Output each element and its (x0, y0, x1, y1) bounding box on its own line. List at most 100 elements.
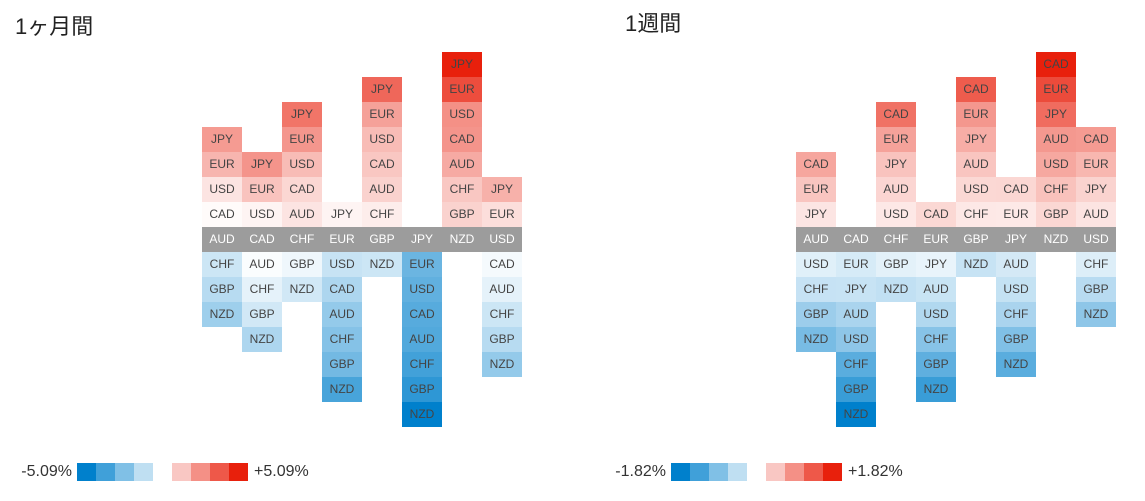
heatmap-cell-jpy-usd: USD (402, 277, 442, 302)
chart-panel-1-week: 1週間 AUD JPY EUR CAD USD CHF GBP NZD CAD EUR JPY AUD… (594, 0, 1145, 501)
heatmap-cell-jpy-nzd: NZD (402, 402, 442, 427)
heatmap-cell-nzd-aud: AUD (1036, 127, 1076, 152)
heatmap-cell-aud-gbp: GBP (202, 277, 242, 302)
heatmap-cell-jpy-eur: EUR (402, 252, 442, 277)
heatmap-cell-cad-nzd: NZD (242, 327, 282, 352)
heatmap-cell-usd-aud: AUD (482, 277, 522, 302)
column-gbp: GBP CHF AUD CAD USD EUR JPY NZD (362, 0, 402, 440)
heatmap-cell-chf-jpy: JPY (282, 102, 322, 127)
base-cell-jpy: JPY (402, 227, 442, 252)
heatmap-cell-jpy-eur: EUR (996, 202, 1036, 227)
heatmap-cell-nzd-gbp: GBP (442, 202, 482, 227)
base-cell-nzd: NZD (1036, 227, 1076, 252)
base-cell-nzd: NZD (442, 227, 482, 252)
heatmap-cell-gbp-eur: EUR (362, 102, 402, 127)
heatmap-cell-usd-chf: CHF (482, 302, 522, 327)
heatmap-cell-nzd-chf: CHF (442, 177, 482, 202)
column-chf: CHF AUD CAD USD EUR JPY GBP NZD (282, 0, 322, 440)
legend-swatch (191, 463, 210, 481)
legend-swatch (77, 463, 96, 481)
legend-swatch (134, 463, 153, 481)
column-gbp: GBP CHF USD AUD JPY EUR CAD NZD (956, 0, 996, 440)
heatmap-cell-cad-jpy: JPY (836, 277, 876, 302)
heatmap-cell-aud-nzd: NZD (202, 302, 242, 327)
legend-negative-swatches (671, 463, 747, 481)
heatmap-cell-jpy-gbp: GBP (402, 377, 442, 402)
heatmap-cell-aud-cad: CAD (202, 202, 242, 227)
column-chf: CHF USD AUD JPY EUR CAD GBP NZD (876, 0, 916, 440)
heatmap-cell-usd-gbp: GBP (482, 327, 522, 352)
heatmap-cell-gbp-jpy: JPY (362, 77, 402, 102)
heatmap-cell-chf-gbp: GBP (282, 252, 322, 277)
base-cell-aud: AUD (202, 227, 242, 252)
heatmap-cell-nzd-eur: EUR (442, 77, 482, 102)
heatmap-cell-jpy-aud: AUD (996, 252, 1036, 277)
heatmap-cell-jpy-nzd: NZD (996, 352, 1036, 377)
base-cell-eur: EUR (916, 227, 956, 252)
chart-panel-1-month: 1ヶ月間 AUD CAD USD EUR JPY CHF GBP NZD CAD USD EUR JP… (0, 0, 551, 501)
legend-swatch (671, 463, 690, 481)
heatmap-cell-cad-aud: AUD (242, 252, 282, 277)
legend-negative-swatches (77, 463, 153, 481)
heatmap-cell-chf-usd: USD (876, 202, 916, 227)
heatmap-cell-gbp-nzd: NZD (956, 252, 996, 277)
heatmap-cell-jpy-chf: CHF (996, 302, 1036, 327)
heatmap-cell-aud-chf: CHF (796, 277, 836, 302)
heatmap-cell-usd-gbp: GBP (1076, 277, 1116, 302)
heatmap-cell-cad-chf: CHF (242, 277, 282, 302)
heatmap-cell-aud-chf: CHF (202, 252, 242, 277)
heatmap-cell-jpy-cad: CAD (402, 302, 442, 327)
column-jpy: JPY EUR CAD AUD USD CHF GBP NZD (996, 0, 1036, 440)
heatmap-cell-usd-jpy: JPY (1076, 177, 1116, 202)
heatmap-cell-gbp-usd: USD (362, 127, 402, 152)
heatmap-cell-aud-cad: CAD (796, 152, 836, 177)
column-nzd: NZD GBP CHF AUD CAD USD EUR JPY (442, 0, 482, 440)
base-cell-usd: USD (482, 227, 522, 252)
heatmap-cell-eur-gbp: GBP (916, 352, 956, 377)
heatmap-cell-nzd-chf: CHF (1036, 177, 1076, 202)
heatmap-cell-aud-usd: USD (202, 177, 242, 202)
base-cell-usd: USD (1076, 227, 1116, 252)
heatmap-cell-gbp-usd: USD (956, 177, 996, 202)
heatmap-cell-eur-nzd: NZD (322, 377, 362, 402)
heatmap-cell-gbp-cad: CAD (956, 77, 996, 102)
column-usd: USD AUD JPY EUR CAD CHF GBP NZD (1076, 0, 1116, 440)
heatmap-cell-aud-eur: EUR (202, 152, 242, 177)
heatmap-cell-usd-nzd: NZD (1076, 302, 1116, 327)
legend-positive-swatches (766, 463, 842, 481)
heatmap-cell-eur-usd: USD (322, 252, 362, 277)
heatmap-cell-chf-nzd: NZD (282, 277, 322, 302)
base-cell-chf: CHF (282, 227, 322, 252)
heatmap-cell-eur-gbp: GBP (322, 352, 362, 377)
heatmap-cell-usd-jpy: JPY (482, 177, 522, 202)
column-cad: CAD EUR JPY AUD USD CHF GBP NZD (836, 0, 876, 440)
legend-swatch (690, 463, 709, 481)
heatmap-cell-cad-usd: USD (836, 327, 876, 352)
heatmap-cell-chf-nzd: NZD (876, 277, 916, 302)
heatmap-cell-aud-gbp: GBP (796, 302, 836, 327)
heatmap-cell-chf-gbp: GBP (876, 252, 916, 277)
heatmap-cell-nzd-cad: CAD (1036, 52, 1076, 77)
base-cell-eur: EUR (322, 227, 362, 252)
heatmap-cell-chf-eur: EUR (282, 127, 322, 152)
heatmap-cell-nzd-jpy: JPY (1036, 102, 1076, 127)
legend-min-label: -5.09% (21, 463, 72, 480)
heatmap-cell-eur-usd: USD (916, 302, 956, 327)
heatmap-grid: AUD CAD USD EUR JPY CHF GBP NZD CAD USD EUR JPY AUD C… (202, 0, 522, 440)
column-nzd: NZD GBP CHF USD AUD JPY EUR CAD (1036, 0, 1076, 440)
heatmap-cell-eur-cad: CAD (916, 202, 956, 227)
heatmap-cell-usd-chf: CHF (1076, 252, 1116, 277)
heatmap-cell-nzd-aud: AUD (442, 152, 482, 177)
legend-positive-swatches (172, 463, 248, 481)
legend-swatch (115, 463, 134, 481)
column-usd: USD EUR JPY CAD AUD CHF GBP NZD (482, 0, 522, 440)
heatmap-cell-chf-aud: AUD (876, 177, 916, 202)
heatmap-cell-chf-cad: CAD (282, 177, 322, 202)
heatmap-cell-usd-cad: CAD (482, 252, 522, 277)
base-cell-gbp: GBP (362, 227, 402, 252)
heatmap-cell-nzd-gbp: GBP (1036, 202, 1076, 227)
heatmap-cell-usd-eur: EUR (482, 202, 522, 227)
heatmap-cell-cad-gbp: GBP (836, 377, 876, 402)
legend-swatch (229, 463, 248, 481)
heatmap-cell-nzd-eur: EUR (1036, 77, 1076, 102)
